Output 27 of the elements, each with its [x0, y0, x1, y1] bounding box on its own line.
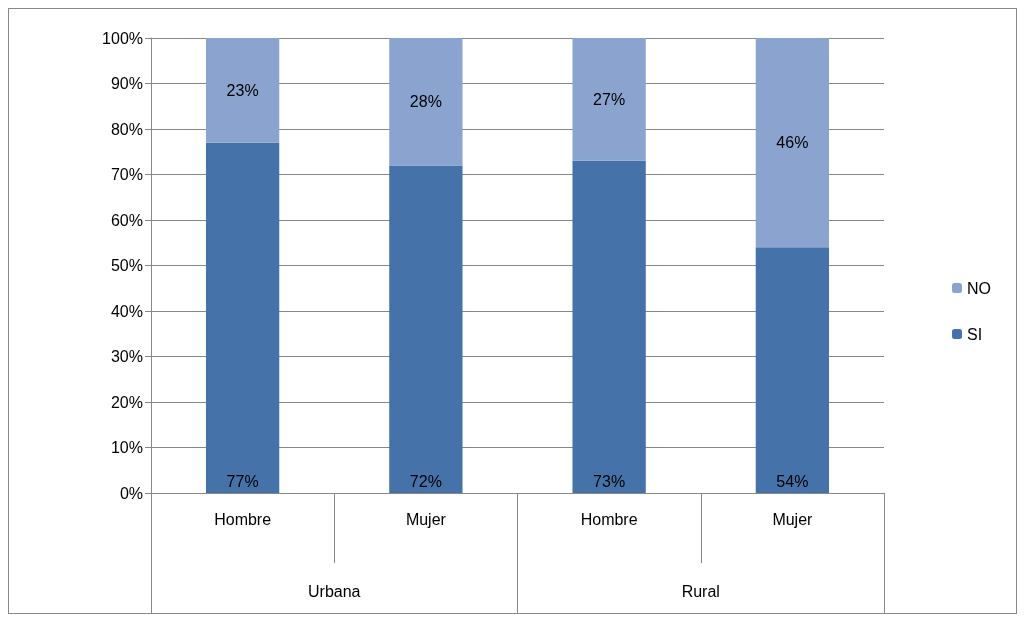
data-label: 28% — [409, 93, 442, 111]
legend-label: SI — [967, 325, 983, 343]
data-label: 23% — [226, 81, 259, 99]
text: Urbana — [308, 582, 361, 600]
text: Rural — [681, 582, 720, 600]
data-label: 46% — [776, 134, 809, 152]
y-tick-label: 80% — [110, 120, 143, 138]
y-tick-label: 90% — [110, 75, 143, 92]
y-tick-label: 40% — [110, 302, 143, 320]
y-tick-label: 100% — [102, 29, 143, 47]
y-tick-label: 60% — [110, 211, 143, 229]
y-tick-label: 50% — [110, 257, 143, 274]
y-tick-label: 30% — [110, 348, 143, 365]
x-tick-label: Mujer — [772, 510, 814, 528]
y-tick-label: 20% — [110, 393, 143, 411]
data-label: 77% — [226, 472, 259, 490]
data-label: 54% — [776, 472, 809, 490]
legend-label: NO — [967, 279, 991, 297]
x-tick-label: Mujer — [405, 510, 447, 528]
y-tick-label: 10% — [110, 439, 143, 456]
y-tick-label: 0% — [119, 484, 143, 502]
data-label: 27% — [593, 90, 626, 108]
y-tick-label: 70% — [110, 166, 143, 183]
x-tick-label: Hombre — [214, 510, 272, 528]
data-label: 73% — [593, 472, 626, 490]
data-label: 72% — [409, 472, 442, 490]
x-tick-label: Hombre — [580, 510, 638, 528]
